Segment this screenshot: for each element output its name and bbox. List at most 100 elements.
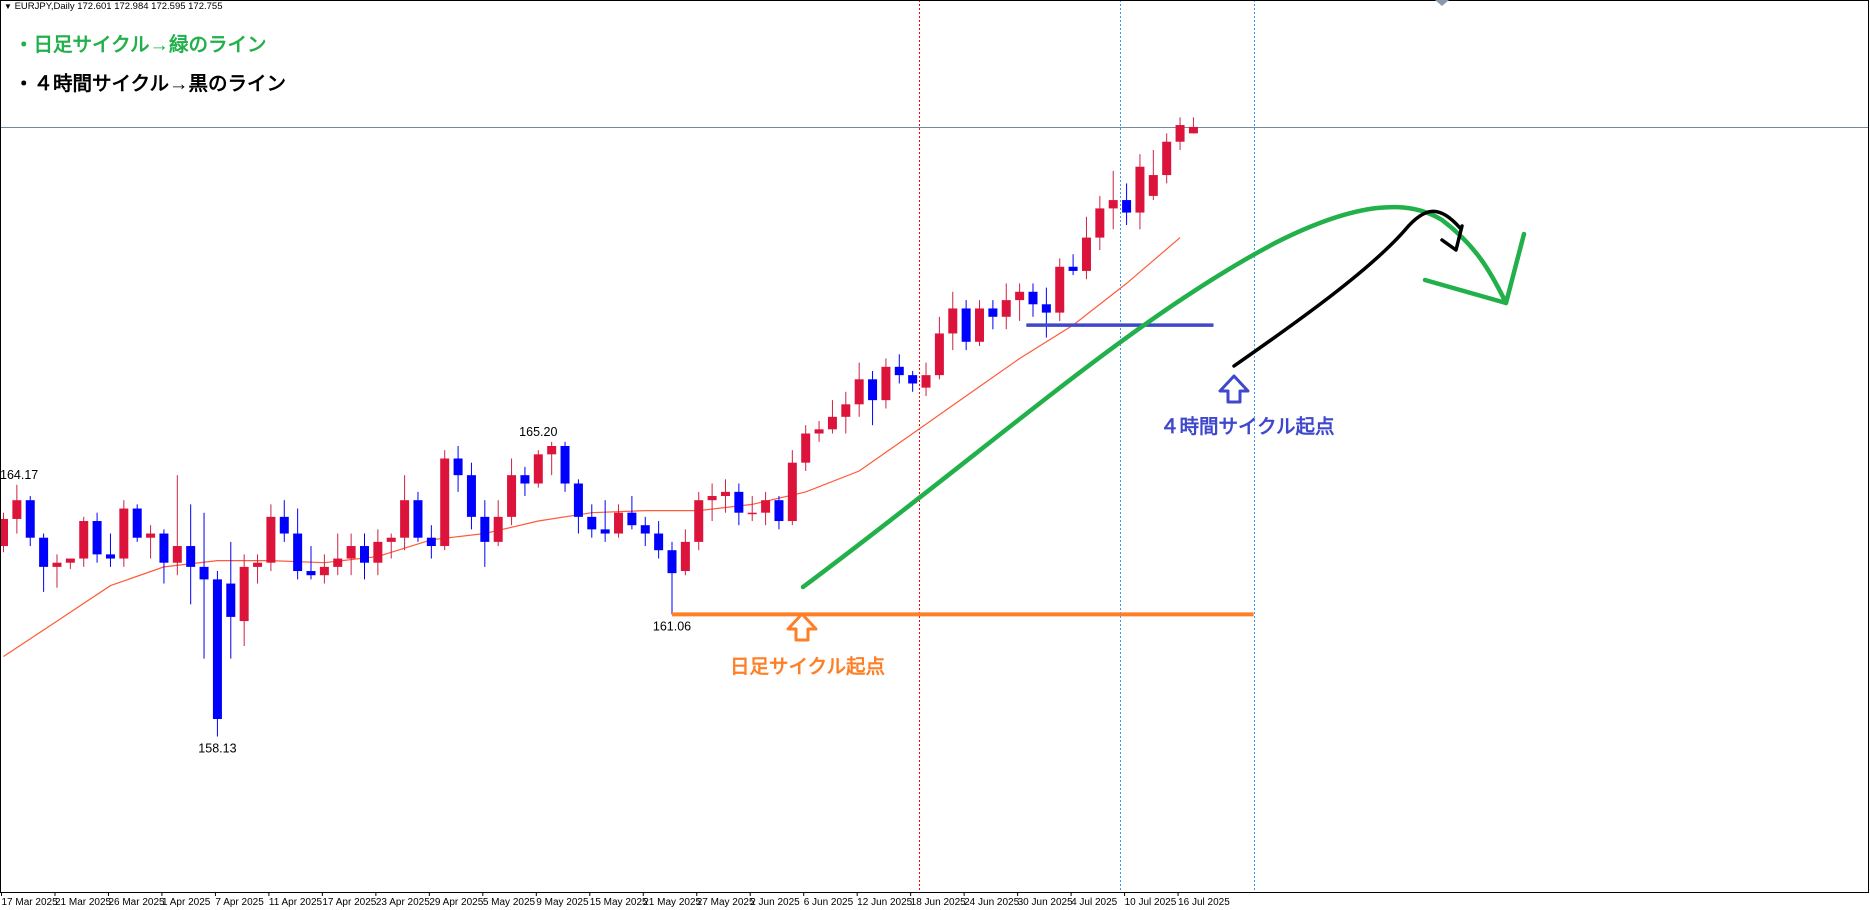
- candle-body: [1068, 266, 1078, 271]
- candle: [493, 500, 503, 547]
- candle-body: [79, 521, 89, 559]
- daily-cycle-start-label: 日足サイクル起点: [730, 656, 886, 678]
- price-label: 165.20: [519, 425, 557, 439]
- candle: [52, 554, 62, 588]
- candle-body: [667, 550, 677, 574]
- candle-body: [734, 491, 744, 513]
- candle-body: [1188, 126, 1198, 134]
- x-tick-label: 26 Mar 2025: [108, 897, 165, 908]
- candle-body: [680, 541, 690, 572]
- candle-body: [1081, 237, 1091, 271]
- legend-h4-cycle: ・４時間サイクル→黒のライン: [14, 73, 287, 95]
- candle: [1122, 183, 1132, 226]
- candle: [747, 496, 757, 522]
- candle-body: [801, 433, 811, 463]
- candle: [975, 300, 985, 346]
- x-tick-label: 21 May 2025: [643, 897, 701, 908]
- price-label: 158.13: [198, 742, 236, 756]
- candle: [667, 541, 677, 615]
- candle: [868, 370, 878, 426]
- x-tick-label: 30 Jun 2025: [1018, 897, 1073, 908]
- x-tick-label: 10 Jul 2025: [1125, 897, 1177, 908]
- candle: [12, 484, 22, 534]
- candle-body: [720, 491, 730, 497]
- candle: [1028, 283, 1038, 317]
- candle: [132, 504, 142, 542]
- x-tick-label: 21 Mar 2025: [55, 897, 112, 908]
- candle: [1041, 287, 1051, 338]
- candle: [1055, 258, 1065, 321]
- candle-body: [453, 458, 463, 476]
- candle-body: [1108, 200, 1118, 209]
- candle-body: [92, 521, 102, 555]
- scroll-marker-icon: [1435, 0, 1449, 6]
- candle: [774, 496, 784, 530]
- candle-body: [359, 546, 369, 563]
- x-tick-label: 27 May 2025: [697, 897, 755, 908]
- x-tick-label: 23 Apr 2025: [376, 897, 430, 908]
- legend-daily-cycle: ・日足サイクル→緑のライン: [14, 34, 267, 56]
- candle: [39, 533, 49, 592]
- candle: [480, 500, 490, 567]
- x-tick-label: 15 May 2025: [590, 897, 648, 908]
- candle-body: [212, 579, 222, 720]
- candle-body: [614, 512, 624, 534]
- x-tick-label: 17 Apr 2025: [322, 897, 376, 908]
- h4-cycle-start-label: ４時間サイクル起点: [1160, 416, 1335, 438]
- candle-body: [1055, 266, 1065, 313]
- candle-body: [988, 308, 998, 317]
- x-tick-label: 7 Apr 2025: [215, 897, 264, 908]
- candle: [533, 450, 543, 488]
- candle: [654, 521, 664, 559]
- candle-body: [761, 500, 771, 513]
- candle: [426, 525, 436, 559]
- x-tick-label: 1 Apr 2025: [162, 897, 211, 908]
- candle-body: [854, 379, 864, 405]
- candle-body: [587, 516, 597, 530]
- candle: [25, 496, 35, 547]
- candle-body: [1095, 208, 1105, 238]
- candle-body: [333, 558, 343, 567]
- candle-body: [814, 429, 824, 434]
- x-tick-label: 5 May 2025: [483, 897, 536, 908]
- candle: [1162, 133, 1172, 184]
- candle-body: [560, 446, 570, 484]
- x-tick-label: 9 May 2025: [536, 897, 589, 908]
- candle: [92, 512, 102, 563]
- candle: [694, 491, 704, 551]
- x-tick-label: 11 Apr 2025: [269, 897, 323, 908]
- candle-body: [12, 500, 22, 519]
- candle-body: [573, 483, 583, 517]
- horizontal-levels: [672, 323, 1254, 617]
- price-labels: 164.17 165.20 158.13 161.06: [0, 425, 691, 756]
- candle: [934, 316, 944, 380]
- candle-body: [52, 562, 62, 567]
- candle: [908, 370, 918, 392]
- candle: [172, 475, 182, 576]
- candle-body: [293, 533, 303, 572]
- candle-body: [0, 518, 8, 547]
- candle-body: [319, 566, 329, 576]
- candle: [507, 458, 517, 526]
- candle: [105, 533, 115, 567]
- candle: [333, 533, 343, 576]
- candle: [319, 554, 329, 584]
- candle-body: [1122, 200, 1132, 213]
- x-tick-label: 12 Jun 2025: [857, 897, 912, 908]
- candle: [186, 504, 196, 605]
- candle-body: [426, 537, 436, 547]
- candle-body: [654, 533, 664, 551]
- price-label: 164.17: [0, 468, 38, 482]
- candle-body: [841, 404, 851, 417]
- candle-body: [627, 512, 637, 526]
- candle: [1015, 283, 1025, 321]
- candle-body: [975, 308, 985, 342]
- chart-header: ▼ EURJPY,Daily 172.601 172.984 172.595 1…: [4, 1, 223, 12]
- candle-body: [868, 379, 878, 401]
- collapse-triangle-icon[interactable]: ▼: [4, 2, 12, 11]
- candle-body: [520, 475, 530, 484]
- candle: [587, 504, 597, 538]
- candle: [79, 516, 89, 567]
- candle: [1095, 195, 1105, 251]
